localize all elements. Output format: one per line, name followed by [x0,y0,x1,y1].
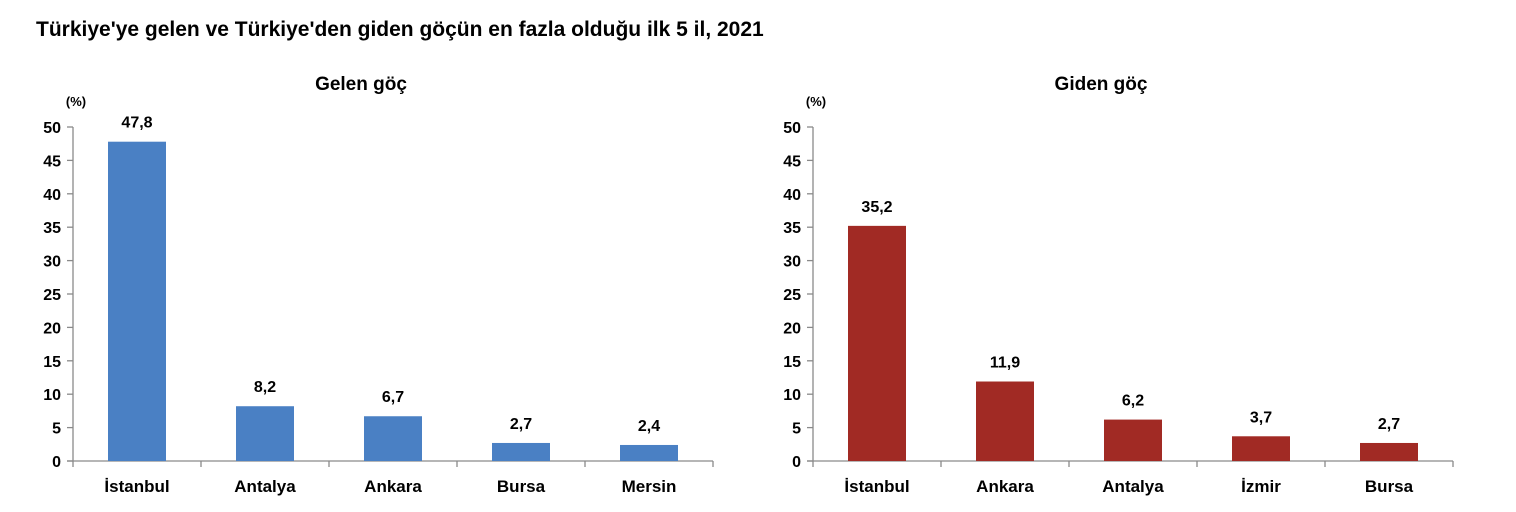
y-tick-label: 30 [783,254,801,271]
y-tick-label: 15 [783,354,801,371]
y-tick-label: 5 [52,421,61,438]
y-tick-label: 0 [792,454,801,471]
data-label-mersin: 2,4 [638,418,660,435]
x-tick-label-antalya: Antalya [234,477,296,496]
y-tick-label: 40 [783,187,801,204]
x-tick-label-mersin: Mersin [622,477,677,496]
x-tick-label-bursa: Bursa [1365,477,1414,496]
x-tick-label-istanbul: İstanbul [104,477,169,496]
bar-istanbul [108,141,166,462]
y-tick-label: 35 [43,220,61,237]
y-unit-label: (%) [806,94,826,109]
y-tick-label: 45 [783,153,801,170]
chart-giden-goc: Giden göç (%) 0 5 10 15 20 25 30 35 40 45 50 35,2 İsta… [783,74,1454,496]
y-tick-label: 10 [783,387,801,404]
x-tick-label-ankara: Ankara [976,477,1034,496]
x-tick-label-bursa: Bursa [497,477,546,496]
y-tick-label: 5 [792,421,801,438]
y-tick-label: 25 [43,287,61,304]
y-tick-label: 30 [43,254,61,271]
data-label-istanbul: 35,2 [861,199,892,216]
x-tick-label-ankara: Ankara [364,477,422,496]
y-unit-label: (%) [66,94,86,109]
bar-ankara [976,381,1034,461]
bar-bursa [492,442,550,461]
x-tick-label-izmir: İzmir [1241,477,1281,496]
bar-antalya [236,406,294,461]
x-tick-label-antalya: Antalya [1102,477,1164,496]
y-tick-label: 20 [43,320,61,337]
bar-ankara [364,416,422,461]
page-title: Türkiye'ye gelen ve Türkiye'den giden gö… [36,18,764,41]
data-label-izmir: 3,7 [1250,409,1272,426]
y-tick-label: 25 [783,287,801,304]
y-tick-label: 15 [43,354,61,371]
y-tick-label: 35 [783,220,801,237]
bar-istanbul [848,225,906,461]
y-tick-label: 0 [52,454,61,471]
data-label-bursa: 2,7 [510,416,532,433]
y-tick-label: 50 [43,120,61,137]
data-label-ankara: 11,9 [990,355,1020,372]
bar-antalya [1104,419,1162,461]
y-tick-label: 10 [43,387,61,404]
y-tick-label: 45 [43,153,61,170]
chart-title: Giden göç [1055,74,1148,95]
data-label-bursa: 2,7 [1378,416,1400,433]
x-tick-label-istanbul: İstanbul [844,477,909,496]
bar-bursa [1360,442,1418,461]
data-label-antalya: 6,2 [1122,393,1144,410]
data-label-ankara: 6,7 [382,389,404,406]
y-tick-label: 50 [783,120,801,137]
y-tick-label: 20 [783,320,801,337]
chart-gelen-goc: Gelen göç (%) 0 5 10 15 20 25 30 35 40 45 50 47,8 İsta… [43,74,714,496]
data-label-antalya: 8,2 [254,379,276,396]
data-label-istanbul: 47,8 [121,115,152,132]
y-tick-label: 40 [43,187,61,204]
chart-title: Gelen göç [315,74,407,95]
bar-izmir [1232,436,1290,461]
bar-mersin [620,444,678,461]
